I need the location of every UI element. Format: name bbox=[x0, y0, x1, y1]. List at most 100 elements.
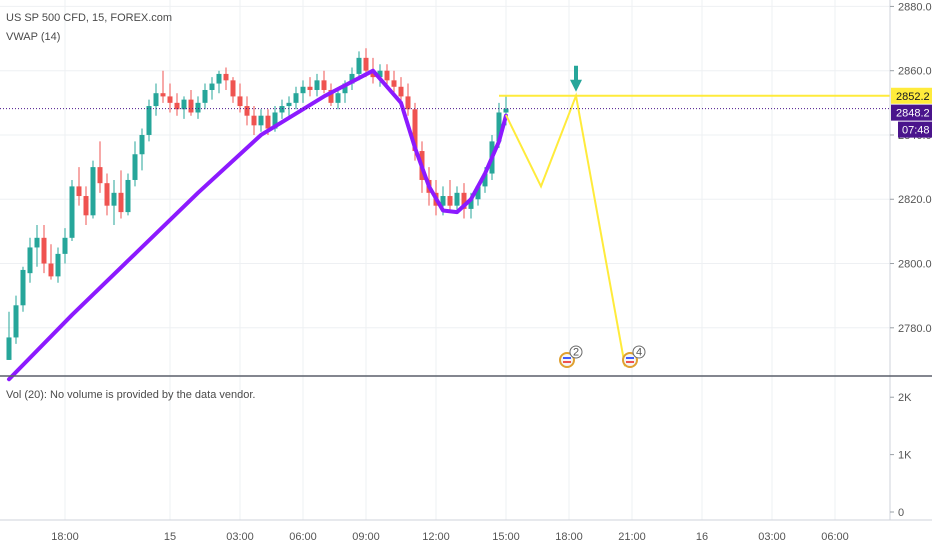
candle-body bbox=[55, 253, 61, 277]
target-arrow-icon bbox=[570, 65, 582, 92]
flag-stripe-icon bbox=[626, 361, 634, 363]
time-tick-label: 06:00 bbox=[821, 531, 849, 543]
candle-body bbox=[153, 93, 159, 107]
candle-body bbox=[118, 192, 124, 213]
countdown-label: 07:48 bbox=[902, 125, 930, 137]
price-tick-label: 2860.0 bbox=[898, 66, 932, 78]
target-price-tag: 2852.2 bbox=[891, 87, 932, 104]
flag-stripe-icon bbox=[563, 361, 571, 363]
candle-body bbox=[216, 73, 222, 84]
event-count-label: 2 bbox=[573, 347, 579, 359]
candle-body bbox=[188, 99, 194, 113]
candle-body bbox=[370, 70, 376, 78]
price-tick-label: 2880.0 bbox=[898, 1, 932, 13]
candle-body bbox=[223, 73, 229, 81]
candle-body bbox=[335, 93, 341, 103]
candle-body bbox=[244, 106, 250, 116]
time-tick-label: 03:00 bbox=[758, 531, 786, 543]
time-tick-label: 16 bbox=[696, 531, 708, 543]
volume-axis[interactable]: 2K 1K 0 bbox=[890, 392, 912, 519]
candle-body bbox=[76, 186, 82, 197]
candle-body bbox=[286, 102, 292, 107]
candle-body bbox=[97, 167, 103, 184]
candle-body bbox=[202, 89, 208, 103]
candle-body bbox=[160, 93, 166, 97]
candle-body bbox=[503, 108, 509, 113]
flag-icon bbox=[622, 352, 638, 368]
candle-body bbox=[314, 80, 320, 90]
candle-body bbox=[195, 102, 201, 113]
volume-tick-label: 1K bbox=[898, 450, 912, 462]
candle-body bbox=[356, 57, 362, 74]
candle-body bbox=[377, 70, 383, 78]
time-tick-label: 09:00 bbox=[352, 531, 380, 543]
candle-body bbox=[251, 115, 257, 126]
event-count-label: 4 bbox=[636, 347, 642, 359]
price-tick-label: 2800.0 bbox=[898, 259, 932, 271]
candle-body bbox=[363, 57, 369, 71]
projection-line bbox=[505, 92, 626, 367]
candle-body bbox=[83, 196, 89, 216]
candle-body bbox=[321, 80, 327, 90]
candle-body bbox=[41, 237, 47, 264]
candle-body bbox=[265, 115, 271, 129]
countdown-tag: 07:48 bbox=[898, 121, 932, 138]
candles bbox=[6, 48, 509, 360]
vwap-legend[interactable]: VWAP (14) bbox=[6, 31, 60, 43]
candle-body bbox=[139, 134, 145, 155]
candle-body bbox=[293, 93, 299, 103]
candle-body bbox=[279, 106, 285, 113]
candle-body bbox=[48, 263, 54, 277]
candle-body bbox=[125, 179, 131, 213]
candle-body bbox=[475, 186, 481, 200]
candle-body bbox=[342, 83, 348, 94]
time-tick-label: 18:00 bbox=[51, 531, 79, 543]
grid bbox=[0, 0, 890, 520]
time-tick-label: 21:00 bbox=[618, 531, 646, 543]
candle-body bbox=[328, 89, 334, 103]
current-price-label: 2848.2 bbox=[896, 108, 930, 120]
volume-legend[interactable]: Vol (20): No volume is provided by the d… bbox=[6, 389, 255, 401]
time-tick-label: 06:00 bbox=[289, 531, 317, 543]
candle-body bbox=[272, 112, 278, 129]
target-price-label: 2852.2 bbox=[896, 91, 930, 103]
candle-body bbox=[384, 70, 390, 81]
time-tick-label: 03:00 bbox=[226, 531, 254, 543]
candle-body bbox=[454, 192, 460, 206]
candle-body bbox=[34, 237, 40, 248]
volume-tick-label: 0 bbox=[898, 507, 904, 519]
candle-body bbox=[482, 173, 488, 187]
candle-body bbox=[132, 154, 138, 180]
candle-body bbox=[111, 192, 117, 206]
candle-body bbox=[258, 115, 264, 126]
time-axis[interactable]: 18:00 15 03:00 06:00 09:00 12:00 15:00 18:00 21:… bbox=[51, 531, 849, 543]
current-price-tag: 2848.2 bbox=[891, 104, 932, 121]
candle-body bbox=[167, 96, 173, 103]
candle-body bbox=[13, 305, 19, 338]
candle-body bbox=[300, 86, 306, 94]
candle-body bbox=[20, 269, 26, 306]
time-tick-label: 15 bbox=[164, 531, 176, 543]
candle-body bbox=[90, 167, 96, 216]
candle-body bbox=[27, 247, 33, 274]
time-tick-label: 12:00 bbox=[422, 531, 450, 543]
candle-body bbox=[6, 337, 12, 360]
event-count-badge bbox=[632, 345, 646, 359]
candle-body bbox=[405, 96, 411, 110]
flag-stripe-icon bbox=[563, 357, 571, 359]
vwap-line bbox=[7, 68, 508, 382]
economic-event-icon[interactable]: 2 bbox=[559, 345, 583, 368]
candle-body bbox=[104, 183, 110, 206]
candle-body bbox=[307, 86, 313, 90]
candle-body bbox=[181, 99, 187, 110]
economic-event-icon[interactable]: 4 bbox=[622, 345, 646, 368]
symbol-title[interactable]: US SP 500 CFD, 15, FOREX.com bbox=[6, 12, 172, 24]
candle-body bbox=[496, 112, 502, 142]
candle-body bbox=[447, 196, 453, 206]
candle-body bbox=[391, 80, 397, 87]
flag-stripe-icon bbox=[626, 357, 634, 359]
candle-body bbox=[440, 196, 446, 206]
